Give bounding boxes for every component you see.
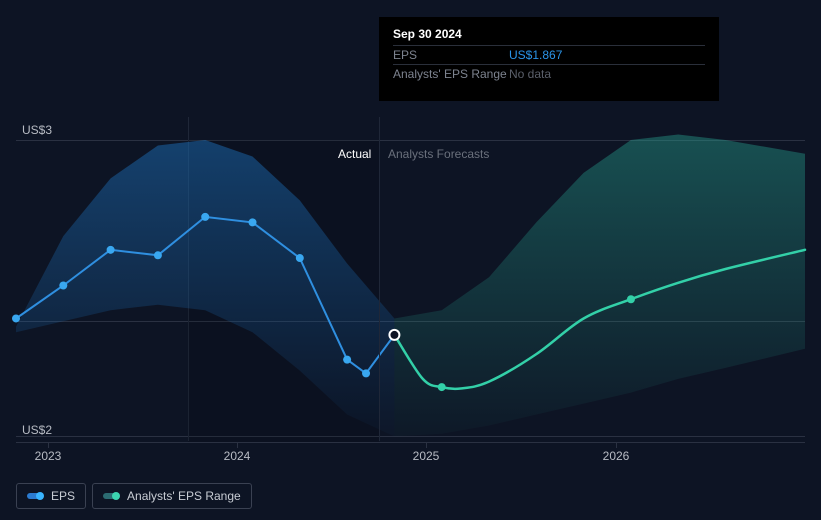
tooltip-row-range: Analysts' EPS Range No data (393, 64, 705, 83)
y-axis-label: US$3 (22, 123, 52, 137)
tooltip-label: EPS (393, 48, 509, 62)
plot-area[interactable] (16, 140, 805, 442)
legend-item-eps[interactable]: EPS (16, 483, 86, 509)
x-tick (616, 442, 617, 448)
tooltip-date: Sep 30 2024 (393, 27, 705, 41)
legend-label: Analysts' EPS Range (127, 489, 241, 503)
chart-tooltip: Sep 30 2024 EPS US$1.867 Analysts' EPS R… (379, 17, 719, 101)
x-axis-label: 2025 (413, 449, 440, 463)
x-tick (426, 442, 427, 448)
x-axis-label: 2023 (35, 449, 62, 463)
legend-swatch-icon (103, 493, 119, 499)
legend-item-range[interactable]: Analysts' EPS Range (92, 483, 252, 509)
tooltip-value: No data (509, 67, 551, 81)
chart-legend: EPS Analysts' EPS Range (16, 483, 252, 509)
x-tick (237, 442, 238, 448)
x-tick (48, 442, 49, 448)
legend-swatch-icon (27, 493, 43, 499)
legend-label: EPS (51, 489, 75, 503)
tooltip-row-eps: EPS US$1.867 (393, 45, 705, 64)
x-axis-label: 2024 (224, 449, 251, 463)
eps-current-marker (389, 330, 399, 340)
forecast-range-area (394, 135, 805, 437)
tooltip-label: Analysts' EPS Range (393, 67, 509, 81)
x-axis-line (16, 442, 805, 443)
eps-forecast-chart: { "chart": { "type": "line-area-range", … (0, 0, 821, 520)
actual-forecast-divider (379, 117, 380, 441)
x-axis-label: 2026 (603, 449, 630, 463)
tooltip-value: US$1.867 (509, 48, 562, 62)
actual-range-area (16, 140, 394, 437)
